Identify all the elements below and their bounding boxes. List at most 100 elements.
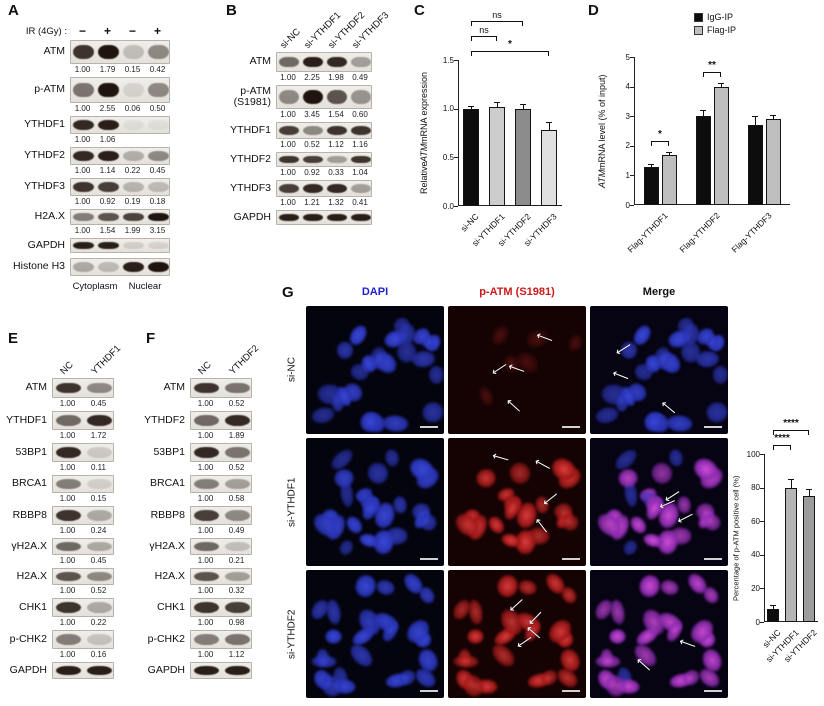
cell-nucleus bbox=[616, 467, 641, 490]
band-values: 1.00 0.21 bbox=[190, 556, 278, 565]
band-value: 1.72 bbox=[90, 431, 107, 440]
blot-strip bbox=[190, 538, 252, 555]
panel-g: G DAPI p-ATM (S1981) Merge si-NC ⟶ ⟶ ⟶ ⟶ ⟶ ⟶ ⟶ si-Y… bbox=[280, 284, 822, 704]
lane-headers: NC YTHDF2 bbox=[144, 343, 278, 378]
blot-row: GAPDH bbox=[144, 662, 278, 679]
protein-label: ATM bbox=[43, 45, 65, 58]
y-tick bbox=[454, 108, 458, 110]
scale-bar bbox=[420, 426, 438, 428]
panel-g-bar-chart: Percentage of p-ATM positive cell (%) 0 20… bbox=[730, 404, 822, 704]
band-values: 1.00 0.58 bbox=[190, 494, 278, 503]
protein-band bbox=[55, 447, 82, 458]
blot-strip bbox=[190, 662, 252, 679]
lane-sign: − bbox=[128, 24, 136, 38]
error-bar bbox=[497, 101, 499, 107]
significance-label: ** bbox=[708, 59, 716, 71]
blot-strip bbox=[70, 147, 170, 165]
if-column-header: p-ATM (S1981) bbox=[479, 286, 555, 298]
protein-label: RBBP8 bbox=[12, 508, 47, 521]
band-value: 1.00 bbox=[74, 65, 91, 74]
blot-strip bbox=[190, 568, 252, 585]
band-value: 1.00 bbox=[59, 650, 76, 659]
y-tick bbox=[630, 86, 634, 88]
lane-sign: + bbox=[153, 24, 161, 38]
protein-band bbox=[224, 602, 251, 613]
cell-nucleus bbox=[595, 654, 622, 669]
blot-row: RBBP8 bbox=[144, 506, 278, 525]
band-value: 0.49 bbox=[352, 73, 368, 82]
protein-band bbox=[224, 572, 251, 581]
fraction-label: Cytoplasm bbox=[72, 281, 118, 292]
bar bbox=[713, 86, 729, 205]
y-tick bbox=[630, 116, 634, 118]
band-values: 1.00 0.52 bbox=[190, 463, 278, 472]
bar bbox=[515, 108, 531, 206]
blot-row: YTHDF1 bbox=[224, 122, 389, 139]
blot-strip bbox=[52, 598, 114, 617]
blot-row: p-CHK2 bbox=[6, 630, 142, 649]
bar bbox=[661, 154, 677, 205]
error-bar bbox=[549, 122, 551, 131]
if-image: ⟶ ⟶ bbox=[590, 570, 728, 698]
protein-label: YTHDF2 bbox=[24, 149, 65, 162]
chart-axes bbox=[458, 60, 562, 206]
protein-band bbox=[73, 182, 94, 192]
panel-c-label: C bbox=[414, 2, 425, 19]
arrow-icon: ⟶ bbox=[531, 454, 554, 475]
x-category-label: Flag-YTHDF1 bbox=[625, 210, 670, 255]
protein-band bbox=[327, 90, 347, 104]
blot-strip bbox=[52, 443, 114, 462]
band-value: 0.98 bbox=[228, 618, 245, 627]
band-value: 1.12 bbox=[228, 650, 245, 659]
treatment-label: IR (4Gy) : bbox=[25, 25, 67, 37]
band-value: 0.33 bbox=[328, 168, 344, 177]
blot-strip bbox=[70, 178, 170, 196]
protein-band bbox=[73, 120, 94, 130]
band-value: 0.42 bbox=[149, 65, 166, 74]
protein-band bbox=[193, 666, 220, 675]
panel-b: B si-NC si-YTHDF1 si-YTHDF2 si-YTHDF3 ATM 1.0… bbox=[224, 2, 391, 264]
error-bar bbox=[791, 479, 793, 488]
error-bar bbox=[523, 103, 525, 109]
protein-band bbox=[303, 184, 323, 193]
band-value: 1.00 bbox=[197, 399, 214, 408]
protein-label: 53BP1 bbox=[15, 445, 47, 458]
protein-band bbox=[73, 212, 94, 222]
y-tick-label: 40 bbox=[751, 550, 760, 560]
band-value: 1.32 bbox=[328, 198, 344, 207]
protein-band bbox=[73, 262, 94, 272]
band-value: 1.12 bbox=[328, 140, 344, 149]
blot-strip bbox=[52, 411, 114, 430]
blot-strip bbox=[190, 630, 252, 649]
band-value: 1.00 bbox=[59, 431, 76, 440]
error-bar bbox=[809, 489, 811, 496]
protein-label: BRCA1 bbox=[149, 477, 185, 490]
band-value: 1.00 bbox=[197, 618, 214, 627]
error-bar bbox=[755, 116, 757, 126]
blot-strip bbox=[70, 40, 170, 64]
protein-band bbox=[55, 479, 82, 489]
y-tick-label: 20 bbox=[751, 583, 760, 593]
protein-band bbox=[86, 602, 113, 613]
band-value: 1.00 bbox=[74, 226, 91, 235]
band-value: 1.00 bbox=[74, 135, 91, 144]
blot-strip bbox=[190, 598, 252, 617]
protein-band bbox=[327, 184, 347, 193]
band-value: 1.16 bbox=[352, 140, 368, 149]
blot-strip bbox=[70, 258, 170, 276]
protein-label: p-CHK2 bbox=[9, 632, 47, 645]
protein-band bbox=[73, 151, 94, 161]
if-image: ⟶ ⟶ ⟶ bbox=[590, 438, 728, 566]
protein-band bbox=[224, 479, 251, 489]
protein-label: p-ATM bbox=[34, 83, 65, 96]
cell-nucleus bbox=[419, 399, 444, 426]
protein-band bbox=[55, 510, 82, 521]
blot-strip bbox=[276, 210, 372, 225]
blot-strip bbox=[276, 85, 372, 109]
chart-legend: IgG-IP Flag-IP bbox=[694, 12, 736, 38]
band-values: 1.00 0.16 bbox=[52, 650, 142, 659]
band-value: 1.00 bbox=[59, 586, 76, 595]
y-tick bbox=[760, 487, 764, 489]
protein-band bbox=[351, 56, 371, 68]
chart-axes bbox=[634, 57, 790, 205]
